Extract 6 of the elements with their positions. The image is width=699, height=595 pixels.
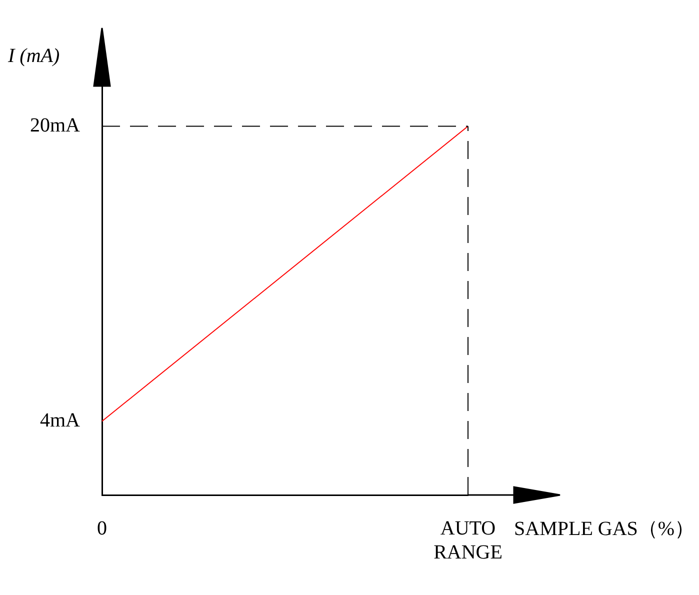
y-tick-label: 4mA [40,409,81,432]
y-tick-label: 20mA [30,114,81,136]
x-tick-label: AUTO RANGE [434,517,502,564]
y-axis-title: I (mA) [7,45,60,67]
x-tick-label: 0 [97,517,107,540]
x-axis-title: SAMPLE GAS（%） [514,518,695,540]
